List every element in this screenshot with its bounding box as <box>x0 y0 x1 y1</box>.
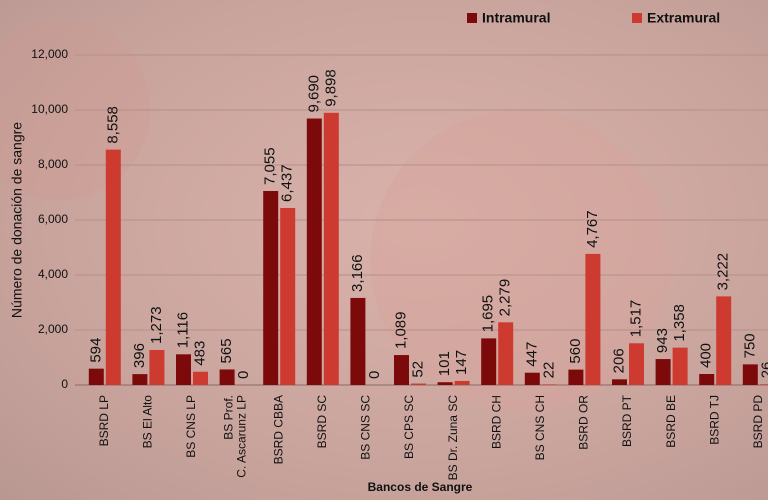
value-label: 943 <box>654 328 671 353</box>
bar <box>525 373 540 385</box>
x-tick-label: BSRD BE <box>664 395 678 448</box>
x-tick-label: BS CPS SC <box>402 395 416 459</box>
value-label: 22 <box>540 362 557 379</box>
bar <box>438 382 453 385</box>
value-label: 1,273 <box>148 306 165 344</box>
y-tick-label: 10,000 <box>31 102 68 116</box>
bar <box>350 298 365 385</box>
legend-label: Extramural <box>647 10 720 26</box>
bar <box>716 296 731 385</box>
value-label: 147 <box>453 350 470 375</box>
x-tick-label: BSRD OR <box>577 395 591 450</box>
bar <box>193 372 208 385</box>
value-label: 1,089 <box>392 312 409 350</box>
value-label: 101 <box>436 351 453 376</box>
bar <box>411 384 426 385</box>
bar <box>149 350 164 385</box>
legend-swatch <box>467 13 477 23</box>
bar <box>280 208 295 385</box>
value-label: 1,517 <box>627 300 644 338</box>
chart: Número de donación de sangre Bancos de S… <box>0 0 768 500</box>
bar <box>673 348 688 385</box>
bar <box>455 381 470 385</box>
x-tick-label: BSRD CBBA <box>271 395 285 464</box>
legend-label: Intramural <box>482 10 550 26</box>
x-tick-label: BS Dr. Zuna SC <box>446 395 460 481</box>
value-label: 206 <box>610 348 627 373</box>
y-tick-label: 4,000 <box>38 267 68 281</box>
bar <box>481 338 496 385</box>
y-tick-label: 6,000 <box>38 212 68 226</box>
value-label: 750 <box>741 333 758 358</box>
bar <box>89 369 104 385</box>
bar <box>699 374 714 385</box>
bar <box>324 113 339 385</box>
bar <box>394 355 409 385</box>
x-tick-label: C. Ascarunz LP <box>234 395 248 478</box>
value-label: 1,116 <box>174 312 191 348</box>
y-tick-label: 0 <box>61 377 68 391</box>
x-tick-label: BS CNS LP <box>184 395 198 458</box>
value-label: 1,695 <box>480 295 497 333</box>
x-tick-label: BSRD CH <box>489 395 503 449</box>
value-label: 3,222 <box>715 253 732 291</box>
bar <box>132 374 147 385</box>
value-label: 483 <box>191 341 208 366</box>
x-tick-label: BS Prof. <box>221 395 235 440</box>
legend-swatch <box>632 13 642 23</box>
value-label: 3,166 <box>349 254 366 292</box>
y-tick-label: 2,000 <box>38 322 68 336</box>
value-label: 560 <box>567 339 584 364</box>
value-label: 0 <box>366 371 383 379</box>
value-label: 565 <box>218 338 235 363</box>
x-axis-title: Bancos de Sangre <box>368 480 473 494</box>
x-tick-label: BSRD LP <box>97 395 111 446</box>
value-label: 0 <box>235 371 252 379</box>
bar <box>307 119 322 385</box>
bar <box>106 150 121 385</box>
x-tick-label: BS El Alto <box>141 395 155 449</box>
value-label: 6,437 <box>279 164 296 202</box>
bar <box>585 254 600 385</box>
bar <box>176 354 191 385</box>
x-tick-label: BS CNS SC <box>359 395 373 460</box>
bar <box>612 379 627 385</box>
x-tick-label: BSRD TJ <box>707 395 721 445</box>
bar <box>743 364 758 385</box>
bar <box>760 384 768 385</box>
x-tick-label: BSRD SC <box>315 395 329 449</box>
value-label: 9,898 <box>322 69 339 107</box>
bar <box>629 343 644 385</box>
bar <box>220 369 235 385</box>
value-label: 396 <box>131 343 148 368</box>
value-label: 7,055 <box>262 147 279 185</box>
bar <box>542 384 557 385</box>
value-label: 2,279 <box>497 279 514 317</box>
x-tick-label: BS CNS CH <box>533 395 547 460</box>
bar <box>263 191 278 385</box>
bar <box>568 370 583 385</box>
y-tick-label: 12,000 <box>31 47 68 61</box>
x-tick-label: BSRD PT <box>620 394 634 447</box>
y-tick-label: 8,000 <box>38 157 68 171</box>
value-label: 9,690 <box>305 75 322 113</box>
bar <box>656 359 671 385</box>
value-label: 4,767 <box>584 210 601 248</box>
value-label: 1,358 <box>671 304 688 342</box>
value-label: 400 <box>698 343 715 368</box>
value-label: 8,558 <box>104 106 121 144</box>
x-tick-label: BSRD PD <box>751 395 765 449</box>
bar <box>498 322 513 385</box>
value-label: 447 <box>523 342 540 367</box>
value-label: 26 <box>758 362 768 379</box>
y-axis-title: Número de donación de sangre <box>9 122 25 318</box>
value-label: 52 <box>409 361 426 378</box>
value-label: 594 <box>87 338 104 363</box>
page: {"chart_data": {"type": "bar", "x_label"… <box>0 0 768 500</box>
